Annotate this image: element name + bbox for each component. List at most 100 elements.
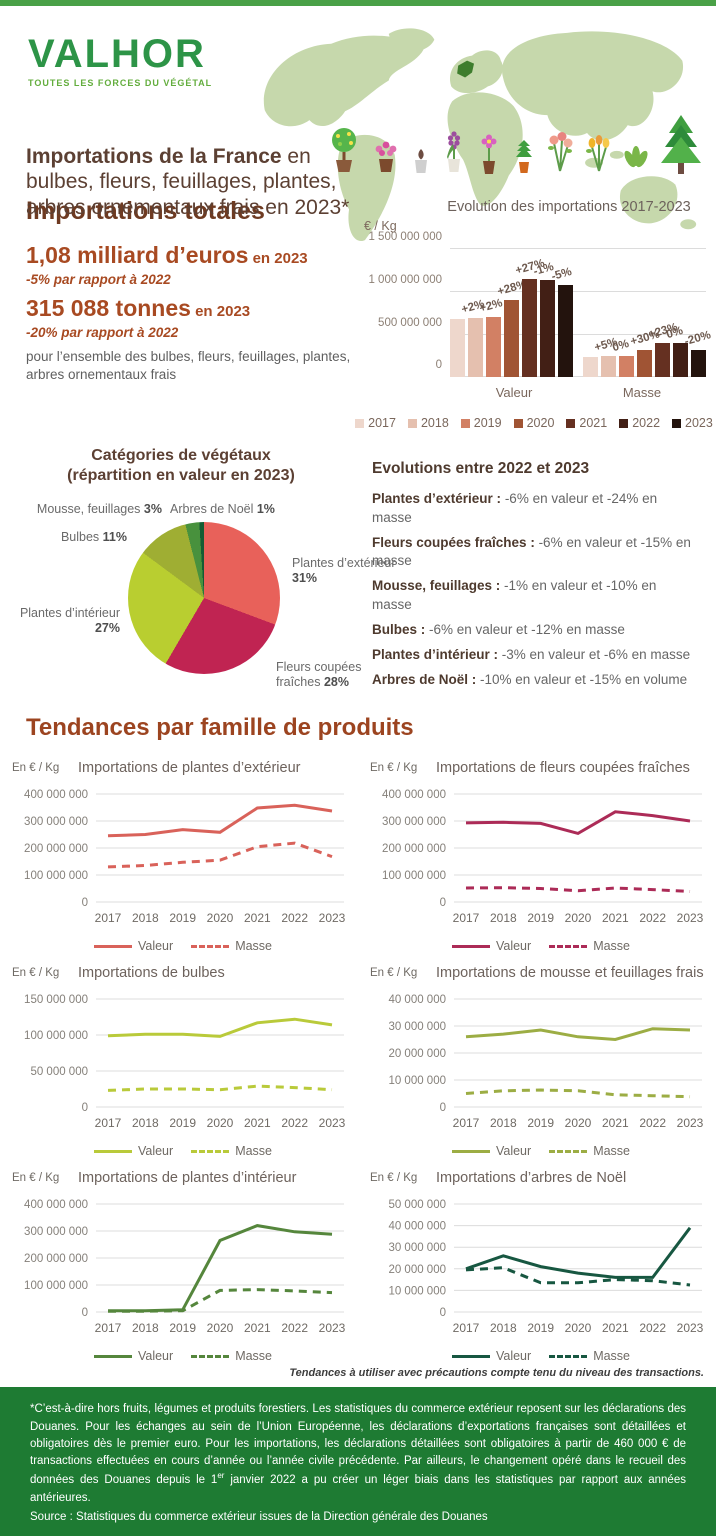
Valeur-line — [465, 1027, 691, 1042]
Masse-line — [107, 841, 333, 869]
legend-item-2019: 2019 — [460, 416, 502, 430]
interieur-line-chart: En € / Kg Importations de plantes d’intér… — [0, 1158, 358, 1363]
legend-item-Masse: Masse — [191, 1144, 272, 1158]
pie-label-1: Fleurs coupées fraîches 28% — [276, 660, 362, 690]
stat2-value: 315 088 tonnes — [26, 295, 191, 322]
svg-text:400 000 000: 400 000 000 — [382, 789, 446, 801]
svg-text:2022: 2022 — [639, 911, 666, 925]
svg-text:300 000 000: 300 000 000 — [24, 1226, 88, 1238]
hyacinth-icon — [447, 131, 461, 173]
legend-swatch — [407, 418, 417, 428]
bar-chart-y-axis-label: € / Kg — [364, 219, 397, 234]
svg-text:2023: 2023 — [677, 911, 704, 925]
svg-text:2021: 2021 — [244, 1116, 271, 1130]
svg-text:2020: 2020 — [207, 1321, 234, 1335]
legend-item-2022: 2022 — [619, 416, 660, 430]
bar-group-Masse: +5% 0% +30% +23% 0% -20% — [583, 322, 712, 378]
fleurs-line-chart: En € / Kg Importations de fleurs coupées … — [358, 748, 716, 953]
line-chart-header: En € / Kg Importations de mousse et feuil… — [366, 965, 716, 987]
y-axis-label: En € / Kg — [12, 1172, 60, 1185]
line-chart-legend: Valeur Masse — [8, 1349, 358, 1363]
svg-text:200 000 000: 200 000 000 — [24, 843, 88, 855]
pie-circle — [128, 522, 280, 675]
categories-pie-chart: Plantes d’extérieur 31% Fleurs coupées fr… — [0, 500, 396, 696]
legend-swatch — [549, 1354, 588, 1358]
legend-swatch — [93, 1149, 132, 1153]
legend-item-Valeur: Valeur — [93, 939, 173, 953]
svg-text:2019: 2019 — [169, 1116, 196, 1130]
legend-item-Masse: Masse — [549, 1144, 630, 1158]
bulbes-line-chart: En € / Kg Importations de bulbes 0 50 000 0… — [0, 953, 358, 1158]
evolution-bar-chart: Evolution des importations 2017-2023 € / … — [355, 193, 713, 430]
y-axis-label: En € / Kg — [12, 967, 60, 980]
legend-swatch — [549, 944, 588, 948]
pie-label-4: Mousse, feuillages 3% — [36, 502, 162, 517]
page-title-bold: Importations de la France — [26, 144, 282, 168]
svg-text:400 000 000: 400 000 000 — [24, 789, 88, 801]
totals-heading: Importations totales — [26, 197, 265, 226]
svg-text:0: 0 — [440, 1307, 446, 1319]
svg-text:0: 0 — [82, 1102, 88, 1114]
evolutions-heading: Evolutions entre 2022 et 2023 — [372, 460, 590, 478]
y-tick-label: 1 500 000 000 — [368, 231, 442, 244]
legend-swatch — [566, 418, 576, 428]
svg-text:2022: 2022 — [281, 911, 308, 925]
y-tick-label: 500 000 000 — [378, 316, 442, 329]
svg-text:0: 0 — [440, 897, 446, 909]
bar-groups: +2% +2% +28% +27% -1% -5% +5% 0% +30% +23% 0% -20% — [450, 249, 712, 378]
noel-line-chart: En € / Kg Importations d’arbres de Noël 0 1… — [358, 1158, 716, 1363]
totals-caption: pour l’ensemble des bulbes, fleurs, feui… — [26, 349, 351, 382]
svg-text:2018: 2018 — [132, 1321, 159, 1335]
legend-item-Valeur: Valeur — [451, 1349, 531, 1363]
bar-chart-plot: 0 500 000 000 1 000 000 000 1 500 000 000 +2… — [368, 231, 712, 378]
line-chart-title: Importations de bulbes — [78, 965, 225, 982]
svg-text:20 000 000: 20 000 000 — [388, 1048, 446, 1060]
legend-swatch — [355, 418, 365, 428]
page-title-rest: en bulbes, fleurs, feuillages, plantes, … — [26, 144, 350, 219]
svg-text:300 000 000: 300 000 000 — [24, 816, 88, 828]
svg-text:2020: 2020 — [207, 1116, 234, 1130]
evolution-item-1: Fleurs coupées fraîches : -6% en valeur … — [372, 534, 691, 569]
y-tick-label: 0 — [435, 359, 442, 372]
evolutions-list: Plantes d’extérieur : -6% en valeur et -… — [372, 490, 698, 689]
top-green-bar — [0, 0, 716, 6]
Valeur-line — [465, 810, 691, 836]
svg-text:2022: 2022 — [281, 1321, 308, 1335]
svg-text:2023: 2023 — [677, 1116, 704, 1130]
bulb-icon — [415, 149, 428, 174]
legend-swatch — [451, 944, 490, 948]
foliage-icon — [624, 146, 648, 168]
legend-item-Valeur: Valeur — [93, 1349, 173, 1363]
exterieur-line-chart: En € / Kg Importations de plantes d’extér… — [0, 748, 358, 953]
evolution-item-4: Plantes d’intérieur : -3% en valeur et -… — [372, 646, 691, 662]
legend-swatch — [93, 944, 132, 948]
line-chart-header: En € / Kg Importations de fleurs coupées … — [366, 760, 716, 782]
svg-text:2017: 2017 — [95, 1116, 122, 1130]
legend-item-Masse: Masse — [191, 939, 272, 953]
Valeur-line — [107, 1018, 333, 1039]
evolution-item-5: Arbres de Noël : -10% en valeur et -15% … — [372, 672, 688, 688]
line-chart-title: Importations de plantes d’intérieur — [78, 1170, 297, 1187]
line-chart-header: En € / Kg Importations de bulbes — [8, 965, 358, 987]
footnote-text: *C’est-à-dire hors fruits, légumes et pr… — [30, 1403, 686, 1487]
stat2-suffix: en 2023 — [190, 303, 251, 321]
svg-text:2017: 2017 — [95, 1321, 122, 1335]
totals-stats: Importations totales 1,08 milliard d’eur… — [26, 193, 356, 430]
Masse-line — [465, 1088, 691, 1099]
svg-text:2019: 2019 — [527, 1321, 554, 1335]
mousse-line-chart: En € / Kg Importations de mousse et feuil… — [358, 953, 716, 1158]
legend-item-Masse: Masse — [191, 1349, 272, 1363]
bar-2022-Valeur: -1% — [532, 261, 555, 378]
christmas-tree-icon — [660, 115, 701, 175]
Masse-line — [465, 1266, 691, 1287]
bar-2021-Valeur: +27% — [514, 258, 546, 378]
bar-chart-legend: 2017 2018 2019 2020 2021 2022 2023 — [355, 416, 713, 430]
line-chart-title: Importations d’arbres de Noël — [436, 1170, 627, 1187]
line-chart-svg: 0 100 000 000 200 000 000 300 000 000 400 00… — [24, 789, 346, 925]
line-chart-svg: 0 100 000 000 200 000 000 300 000 000 400 00… — [382, 789, 704, 925]
bar-2018-Masse: +5% — [593, 337, 619, 378]
svg-text:40 000 000: 40 000 000 — [388, 994, 446, 1006]
svg-text:30 000 000: 30 000 000 — [388, 1243, 446, 1255]
footnote-text-end: janvier 2022 a pu créer un léger biais d… — [30, 1474, 686, 1504]
svg-text:2022: 2022 — [639, 1321, 666, 1335]
